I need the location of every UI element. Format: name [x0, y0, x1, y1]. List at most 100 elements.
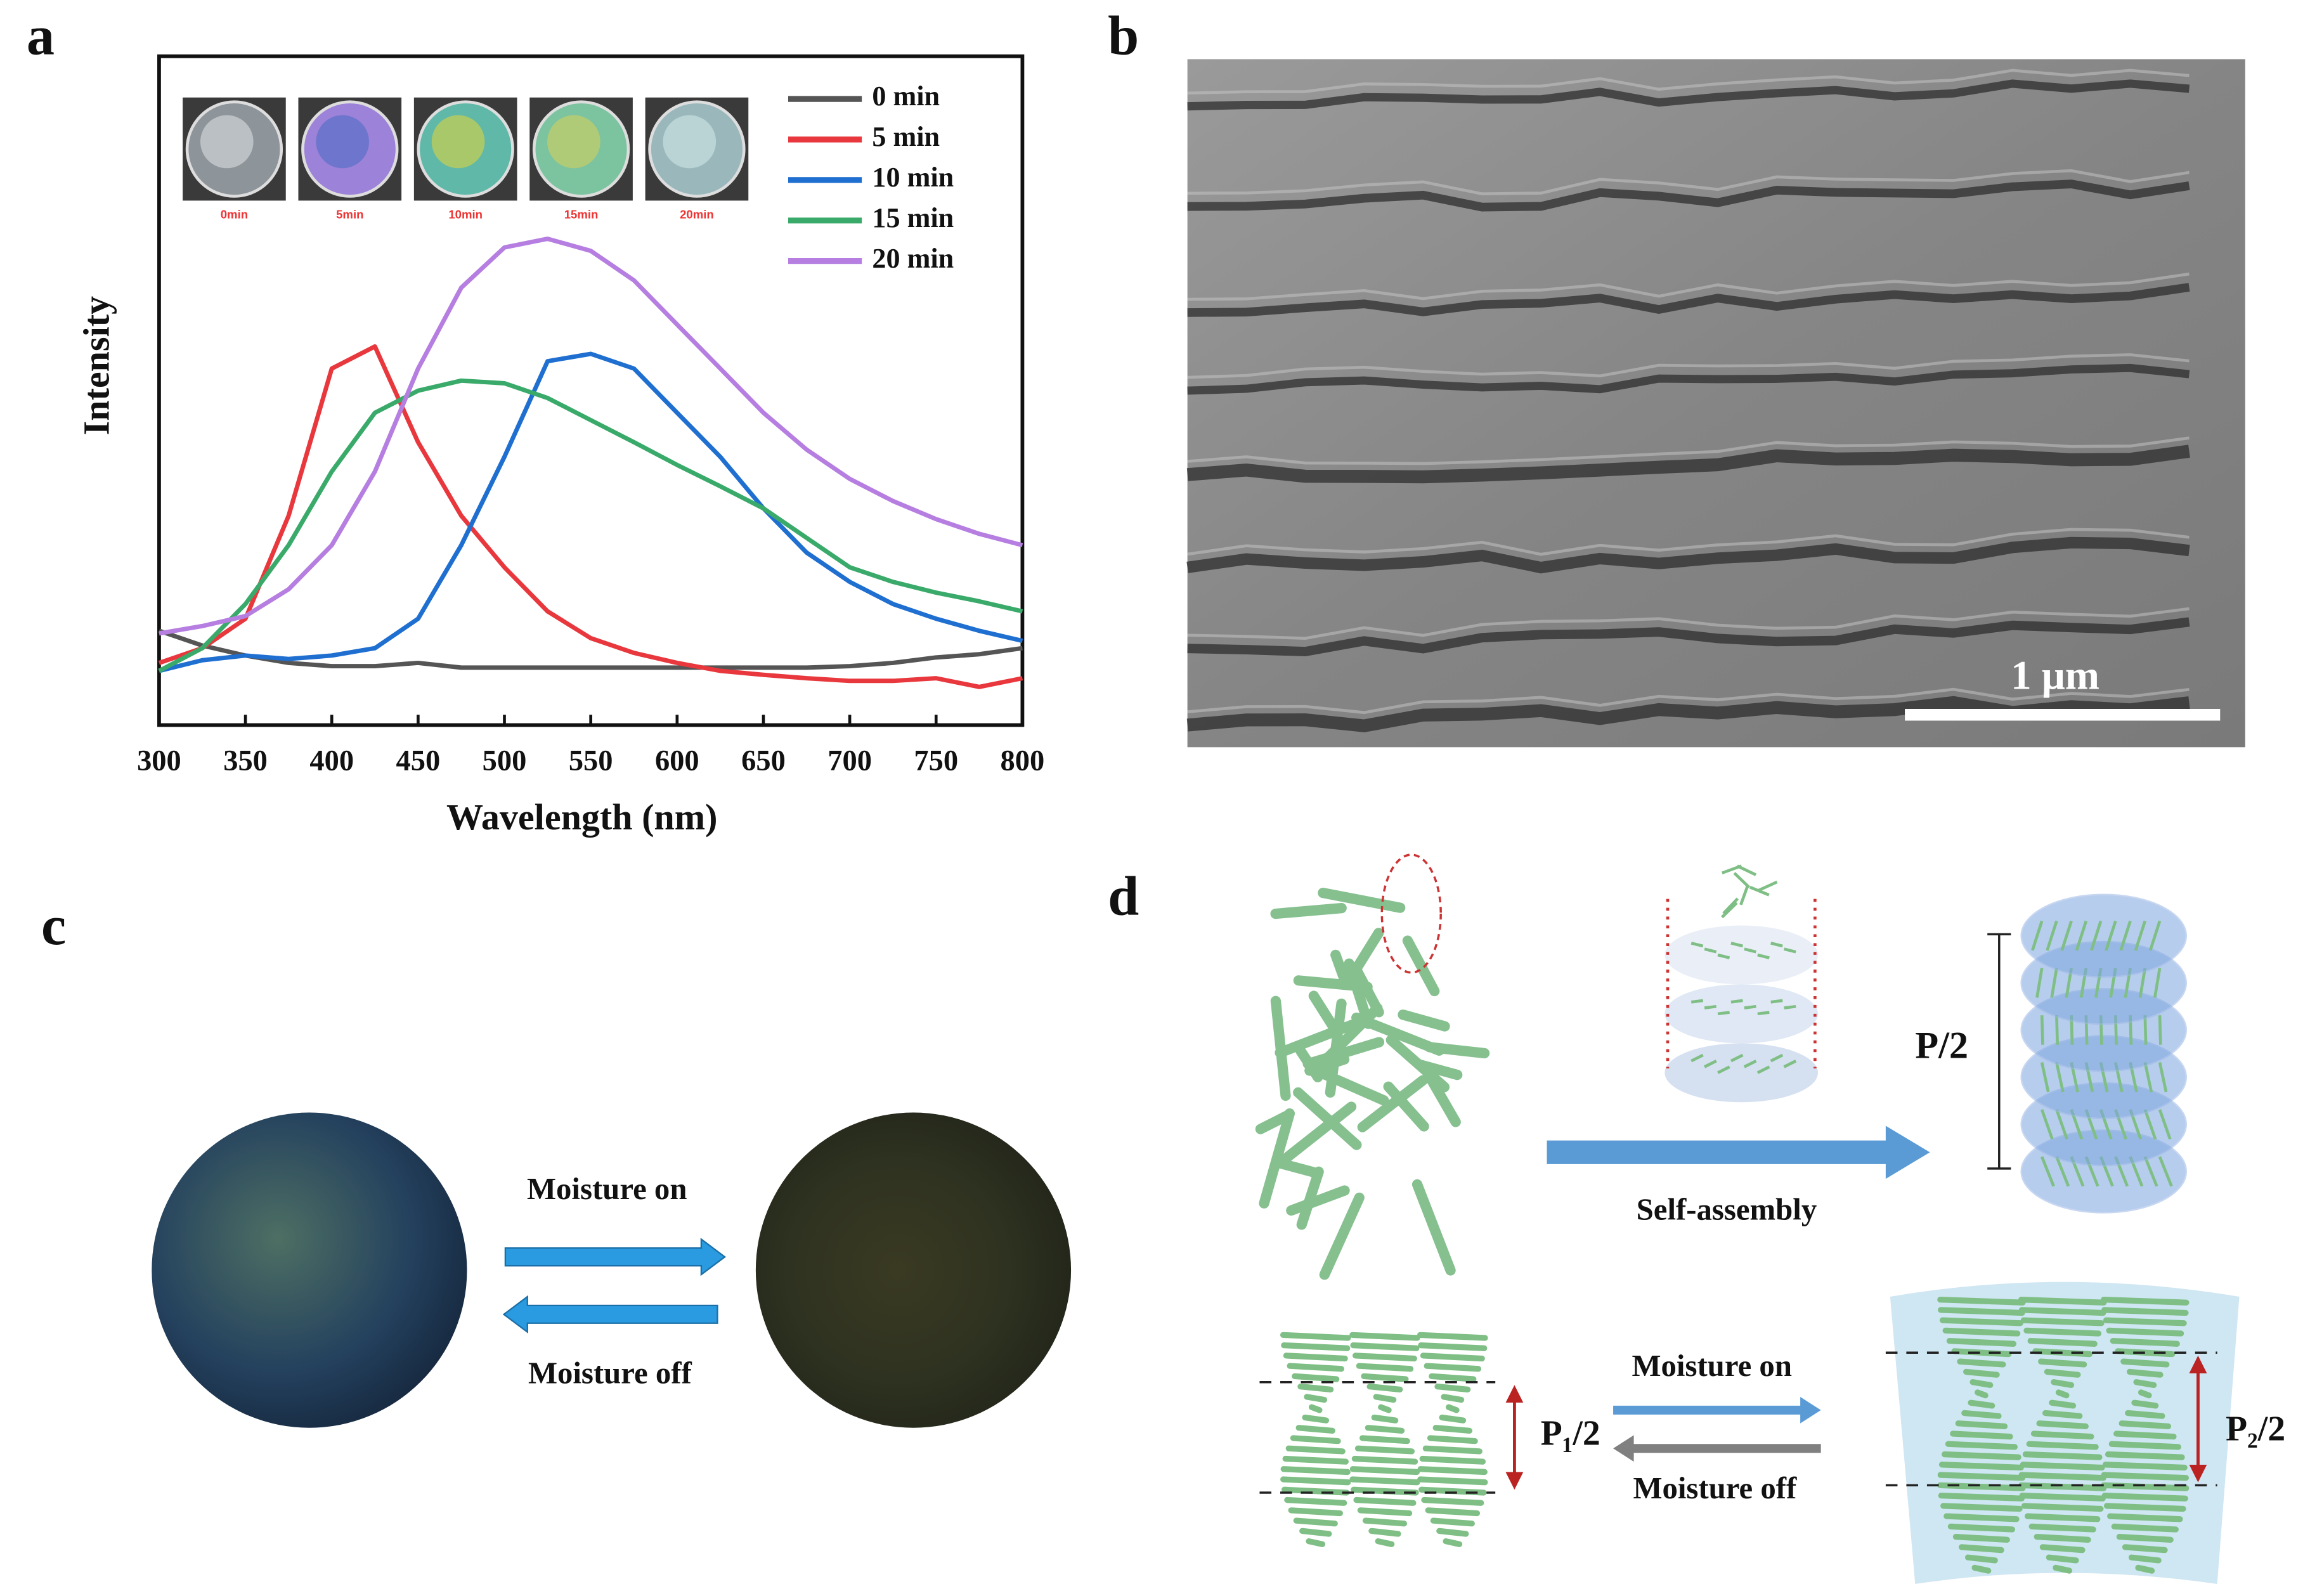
helix-rod: [1351, 1455, 1418, 1465]
helix-rod: [1424, 1363, 1482, 1372]
pitch-rod: [2040, 1109, 2054, 1140]
layer-rod: [1730, 942, 1744, 948]
helix-rod: [1940, 1503, 2023, 1512]
series-line: [158, 378, 1023, 673]
helix-rod: [2020, 1462, 2105, 1471]
layer-rod: [1690, 942, 1704, 948]
helix-rod: [2044, 1368, 2081, 1378]
legend-label: 15 min: [872, 202, 954, 233]
layer-rod: [1784, 947, 1796, 954]
nanorod: [1259, 1108, 1295, 1209]
arrow-label: Moisture off: [528, 1356, 692, 1391]
layer-rod: [1743, 1060, 1757, 1068]
sem-streak: [1187, 617, 2190, 657]
pitch-label: P/2: [1915, 1024, 1968, 1067]
helix-rod: [1359, 1435, 1410, 1444]
nanorod: [1353, 967, 1384, 1018]
helix-rod: [1299, 1528, 1332, 1537]
pitch-rod: [2158, 1062, 2168, 1093]
helix-rod: [2110, 1338, 2180, 1347]
sem-streak: [1187, 363, 2190, 395]
nanorod: [1319, 1192, 1365, 1280]
pitch-rod: [2035, 968, 2044, 998]
helix-rod: [1421, 1496, 1484, 1506]
layer-rod: [1770, 999, 1783, 1004]
x-tick-label: 650: [741, 745, 786, 777]
sem-highlight: [1187, 607, 2190, 640]
inset-label: 5min: [336, 208, 363, 221]
helix-rod: [1306, 1538, 1326, 1547]
y-axis-title: Intensity: [75, 296, 117, 435]
x-tick-label: 800: [1001, 745, 1045, 777]
helix-rod: [2022, 1451, 2103, 1460]
helix-rod: [1952, 1534, 2010, 1543]
layer-rod: [1770, 942, 1783, 948]
series-line: [159, 351, 1023, 673]
layer-rod: [1733, 872, 1751, 889]
pitch-rod: [2119, 920, 2132, 951]
helix-rod: [1288, 1507, 1343, 1517]
highlight-circle: [1380, 853, 1442, 974]
helix-rod: [2019, 1492, 2106, 1502]
arrow: [1613, 1435, 1821, 1462]
helix-rod: [1964, 1554, 1998, 1564]
helix-rod: [2138, 1389, 2152, 1399]
x-axis-title: Wavelength (nm): [446, 796, 718, 838]
helix-rod: [1938, 1462, 2024, 1471]
helix-rod: [2131, 1399, 2159, 1409]
sem-streaks: [1186, 68, 2190, 732]
layer-rod: [1757, 880, 1778, 892]
nanorod: [1308, 1064, 1389, 1106]
helix-rod: [1939, 1317, 2023, 1327]
layer-disk: [1664, 925, 1819, 985]
helix-rod: [1287, 1363, 1344, 1372]
layer-rod: [1717, 953, 1730, 959]
sem-highlight: [1187, 68, 2190, 95]
inset-dish-sheen: [547, 115, 600, 169]
series-line: [158, 628, 1023, 670]
helix-rod: [2020, 1317, 2105, 1327]
layer-rod: [1744, 947, 1756, 954]
panel-label: a: [27, 5, 55, 67]
helix-rod: [1281, 1486, 1350, 1496]
sem-highlight: [1187, 169, 2190, 196]
arrow: [502, 1295, 718, 1334]
helix-rod: [1280, 1332, 1351, 1341]
helix-rod: [1371, 1414, 1399, 1424]
helix-rod: [2038, 1358, 2087, 1368]
helix-rod: [1292, 1373, 1340, 1382]
arrow-label: Moisture on: [527, 1172, 687, 1206]
helix-rod: [1357, 1507, 1413, 1517]
pitch-disk: [2020, 893, 2188, 978]
pitch-rod: [2143, 1062, 2153, 1093]
sem-highlight: [1187, 436, 2190, 465]
helix-rod: [1290, 1435, 1341, 1444]
x-tick-label: 500: [483, 745, 527, 777]
x-tick-label: 300: [137, 745, 181, 777]
sample-photo: [152, 1112, 467, 1428]
layer-rod: [1757, 1011, 1770, 1016]
helix-rod: [1285, 1445, 1346, 1455]
layer-rod: [1704, 1004, 1716, 1009]
pitch-rod: [2158, 1156, 2173, 1187]
pitch-rod: [2055, 1156, 2070, 1187]
pitch-rod: [2040, 1062, 2050, 1093]
helix-rod: [1439, 1414, 1467, 1424]
legend-label: 0 min: [872, 81, 940, 112]
helix-rod: [1282, 1455, 1349, 1465]
helix-rod: [1947, 1523, 2015, 1533]
series-line: [159, 237, 1023, 636]
nanorod: [1352, 928, 1384, 973]
helix-rod: [2106, 1327, 2184, 1337]
nanorod: [1293, 1087, 1362, 1150]
inset-label: 10min: [448, 208, 483, 221]
helix-rod: [2018, 1296, 2107, 1306]
pitch-rod: [2143, 1109, 2157, 1140]
helix-rod: [1958, 1544, 2004, 1554]
helix-rod: [2108, 1441, 2181, 1450]
helix-rod: [2120, 1358, 2170, 1368]
helix-rod: [2023, 1327, 2102, 1337]
arrow-label: Moisture off: [1633, 1471, 1797, 1505]
layer-rod: [1784, 1004, 1796, 1009]
